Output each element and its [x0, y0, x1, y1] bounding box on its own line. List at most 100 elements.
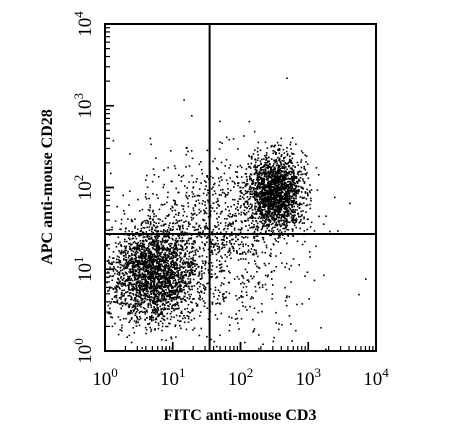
event-dot: [257, 266, 260, 269]
event-dot: [264, 231, 267, 233]
event-dot: [153, 307, 156, 309]
event-dot: [161, 313, 164, 316]
event-dot: [179, 256, 181, 259]
event-dot: [250, 298, 252, 300]
event-dot: [132, 234, 134, 237]
event-dot: [254, 182, 257, 184]
event-dot: [153, 288, 155, 291]
event-dot: [228, 281, 231, 284]
event-dot: [261, 179, 263, 182]
event-dot: [152, 218, 154, 221]
event-dot: [192, 262, 194, 264]
event-dot: [148, 275, 151, 278]
event-dot: [139, 292, 141, 295]
event-dot: [284, 178, 286, 181]
event-dot: [286, 184, 289, 186]
event-dot: [177, 307, 180, 310]
event-dot: [222, 238, 225, 241]
event-dot: [196, 288, 199, 290]
event-dot: [132, 304, 135, 306]
event-dot: [156, 268, 159, 270]
event-dot: [205, 185, 207, 187]
event-dot: [137, 295, 140, 298]
event-dot: [267, 167, 269, 169]
event-dot: [258, 174, 261, 176]
event-dot: [260, 210, 263, 212]
event-dot: [255, 190, 258, 193]
event-dot: [220, 263, 223, 265]
event-dot: [153, 292, 156, 295]
event-dot: [151, 314, 153, 317]
event-dot: [162, 235, 165, 238]
event-dot: [143, 260, 146, 262]
event-dot: [291, 195, 294, 198]
event-dot: [115, 294, 118, 297]
event-dot: [152, 302, 154, 304]
event-dot: [290, 213, 292, 215]
event-dot: [274, 176, 276, 178]
event-dot: [281, 203, 283, 206]
event-dot: [120, 292, 123, 294]
event-dot: [185, 196, 188, 199]
event-dot: [266, 175, 268, 177]
event-dot: [245, 258, 247, 260]
event-dot: [156, 299, 159, 302]
event-dot: [277, 206, 280, 208]
event-dot: [149, 278, 152, 280]
event-dot: [221, 242, 224, 244]
event-dot: [296, 161, 299, 164]
event-dot: [273, 189, 276, 191]
event-dot: [142, 301, 144, 304]
event-dot: [140, 303, 143, 306]
event-dot: [179, 266, 182, 268]
event-dot: [142, 240, 145, 243]
event-dot: [150, 252, 153, 254]
event-dot: [190, 272, 192, 274]
event-dot: [153, 213, 155, 215]
event-dot: [267, 274, 269, 276]
event-dot: [284, 217, 286, 220]
event-dot: [169, 229, 172, 231]
event-dot: [166, 250, 168, 252]
event-dot: [164, 264, 166, 267]
event-dot: [130, 295, 132, 298]
scatter-points: [106, 77, 367, 351]
event-dot: [279, 180, 282, 182]
event-dot: [204, 262, 207, 264]
event-dot: [257, 255, 259, 258]
event-dot: [163, 169, 165, 171]
event-dot: [276, 180, 279, 183]
event-dot: [138, 324, 141, 327]
event-dot: [169, 258, 171, 260]
event-dot: [133, 234, 135, 236]
event-dot: [176, 204, 178, 206]
event-dot: [124, 271, 127, 274]
event-dot: [251, 183, 254, 186]
event-dot: [147, 238, 150, 240]
event-dot: [149, 283, 152, 285]
event-dot: [218, 177, 220, 179]
event-dot: [265, 199, 268, 201]
event-dot: [270, 199, 272, 202]
event-dot: [165, 264, 168, 266]
event-dot: [176, 296, 178, 299]
event-dot: [201, 241, 204, 244]
event-dot: [187, 263, 190, 265]
event-dot: [305, 198, 308, 200]
event-dot: [111, 286, 113, 289]
event-dot: [283, 184, 286, 187]
event-dot: [138, 244, 140, 247]
event-dot: [173, 252, 176, 254]
event-dot: [281, 176, 284, 178]
event-dot: [164, 240, 166, 242]
event-dot: [189, 278, 192, 280]
event-dot: [293, 197, 295, 200]
event-dot: [155, 267, 158, 270]
event-dot: [292, 178, 295, 181]
event-dot: [203, 287, 205, 289]
event-dot: [315, 167, 318, 169]
event-dot: [286, 195, 288, 197]
event-dot: [200, 290, 203, 293]
event-dot: [144, 311, 146, 313]
event-dot: [157, 197, 159, 199]
